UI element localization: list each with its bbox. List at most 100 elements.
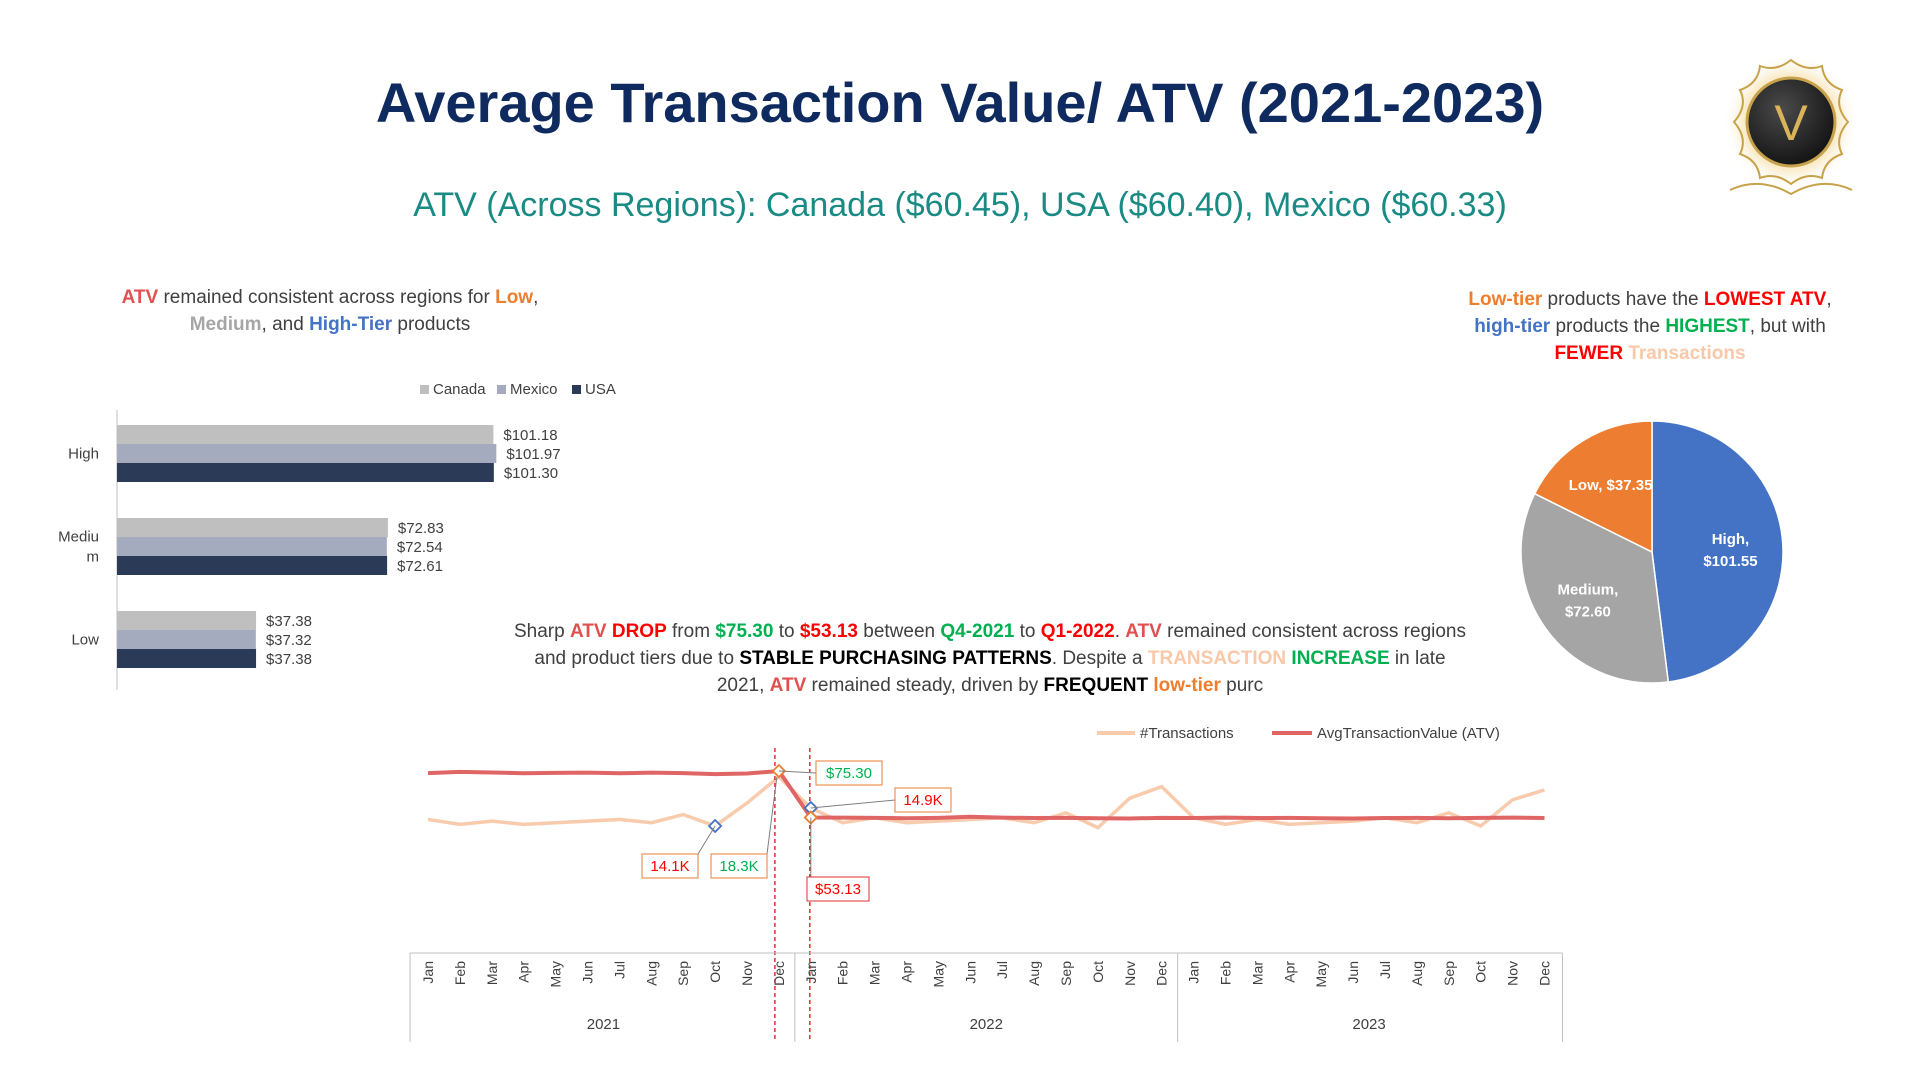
pie-value-label: $72.60 [1565, 603, 1611, 620]
note-text: FEWER [1554, 343, 1624, 364]
callout-box [815, 760, 883, 786]
note-text: , and [261, 314, 310, 335]
x-tick-label: Dec [1537, 961, 1553, 986]
bar-data-label: $72.83 [398, 520, 444, 537]
callout-box [806, 876, 870, 902]
note-text: ATV [1125, 621, 1162, 642]
bar [117, 444, 497, 463]
x-tick-label: Aug [1026, 961, 1042, 986]
note-text: INCREASE [1286, 648, 1390, 669]
bar [117, 611, 257, 630]
bar-chart-note: ATV remained consistent across regions f… [100, 284, 560, 338]
category-label: Mediu [58, 529, 99, 546]
callout-label: 14.1K [650, 858, 689, 875]
bar-data-label: $37.38 [266, 651, 312, 668]
category-label: Low [71, 632, 99, 649]
note-text: purc [1220, 675, 1264, 696]
note-text: Low [495, 287, 534, 308]
callout-label: $53.13 [815, 881, 861, 898]
page-subtitle: ATV (Across Regions): Canada ($60.45), U… [413, 186, 1507, 224]
x-year-label: 2022 [970, 1016, 1003, 1033]
note-text: Sharp [513, 621, 570, 642]
bar-data-label: $37.38 [266, 613, 312, 630]
bar-data-label: $72.54 [397, 539, 443, 556]
x-tick-label: Feb [835, 961, 851, 985]
bar-data-label: $72.61 [397, 558, 443, 575]
x-tick-label: Sep [1058, 961, 1074, 986]
note-text: , [533, 287, 539, 308]
x-tick-label: Nov [739, 961, 755, 986]
line-chart-note: Sharp ATV DROP from $75.30 to $53.13 bet… [510, 618, 1470, 699]
bar [117, 463, 494, 482]
bar-chart: Canada Mexico USA $101.18 $101.97 $101.30 High… [58, 381, 616, 690]
x-tick-label: Jul [1377, 961, 1393, 979]
page-title: Average Transaction Value/ ATV (2021-202… [375, 71, 1545, 134]
x-tick-label: Nov [1122, 961, 1138, 986]
legend-swatch [497, 385, 506, 394]
pie-slice [1651, 420, 1784, 683]
category-label: High [68, 446, 99, 463]
x-tick-label: Jan [420, 961, 436, 984]
x-tick-label: Mar [867, 961, 883, 985]
x-tick-label: Apr [899, 961, 915, 983]
note-text: remained consistent across regions for [158, 287, 496, 308]
x-tick-label: May [548, 961, 564, 987]
x-year-label: 2023 [1352, 1016, 1385, 1033]
bar [117, 649, 257, 668]
note-text: . [1114, 621, 1126, 642]
note-text: DROP [606, 621, 667, 642]
pie-slice [1533, 420, 1653, 554]
callout-box [641, 853, 699, 879]
x-tick-label: Jun [962, 961, 978, 984]
x-tick-label: Oct [1473, 961, 1489, 983]
x-tick-label: Jul [994, 961, 1010, 979]
x-tick-label: Sep [1441, 961, 1457, 986]
line-chart: #Transactions AvgTransactionValue (ATV) $7… [409, 725, 1563, 1042]
legend-label: USA [585, 381, 616, 398]
note-text: $53.13 [799, 621, 858, 642]
x-tick-label: May [930, 961, 946, 987]
bar-data-label: $37.32 [266, 632, 312, 649]
note-text: . Despite a [1051, 648, 1148, 669]
bar-data-label: $101.18 [503, 427, 557, 444]
x-tick-label: Jun [580, 961, 596, 984]
note-text: products the [1550, 316, 1666, 337]
note-text: TRANSACTION [1147, 648, 1287, 669]
note-text: Q4-2021 [940, 621, 1015, 642]
note-text: High-Tier [309, 314, 393, 335]
note-text: STABLE PURCHASING PATTERNS [739, 648, 1052, 669]
x-tick-label: Sep [675, 961, 691, 986]
note-text: from [666, 621, 716, 642]
x-tick-label: Jan [803, 961, 819, 984]
x-tick-label: Feb [452, 961, 468, 985]
pie-label: Low, $37.35 [1569, 477, 1653, 494]
callout-box [894, 787, 952, 813]
legend-label: #Transactions [1140, 725, 1234, 742]
note-text: high-tier [1474, 316, 1551, 337]
bar-data-label: $101.30 [504, 465, 558, 482]
note-text: low-tier [1153, 675, 1221, 696]
x-tick-label: Jul [611, 961, 627, 979]
note-text: products have the [1542, 289, 1704, 310]
note-text: Q1-2022 [1040, 621, 1115, 642]
x-tick-label: Dec [771, 961, 787, 986]
x-tick-label: Oct [707, 961, 723, 983]
legend-swatch [572, 385, 581, 394]
note-text: to [1014, 621, 1041, 642]
note-text: remained steady, driven by [806, 675, 1044, 696]
note-text: FREQUENT [1043, 675, 1149, 696]
x-tick-label: Mar [1249, 961, 1265, 985]
x-tick-label: Aug [1409, 961, 1425, 986]
pie-chart-note: Low-tier products have the LOWEST ATV, h… [1440, 286, 1860, 367]
legend-label: Canada [433, 381, 486, 398]
brand-logo: V [1723, 54, 1859, 196]
note-text: in late 2021, [716, 648, 1446, 696]
x-tick-label: Dec [1154, 961, 1170, 986]
x-year-label: 2021 [587, 1016, 620, 1033]
callout-leader [697, 825, 716, 855]
x-tick-label: Apr [516, 961, 532, 983]
x-tick-label: Feb [1218, 961, 1234, 985]
x-tick-label: Apr [1281, 961, 1297, 983]
bar [117, 518, 388, 537]
x-tick-label: Oct [1090, 961, 1106, 983]
